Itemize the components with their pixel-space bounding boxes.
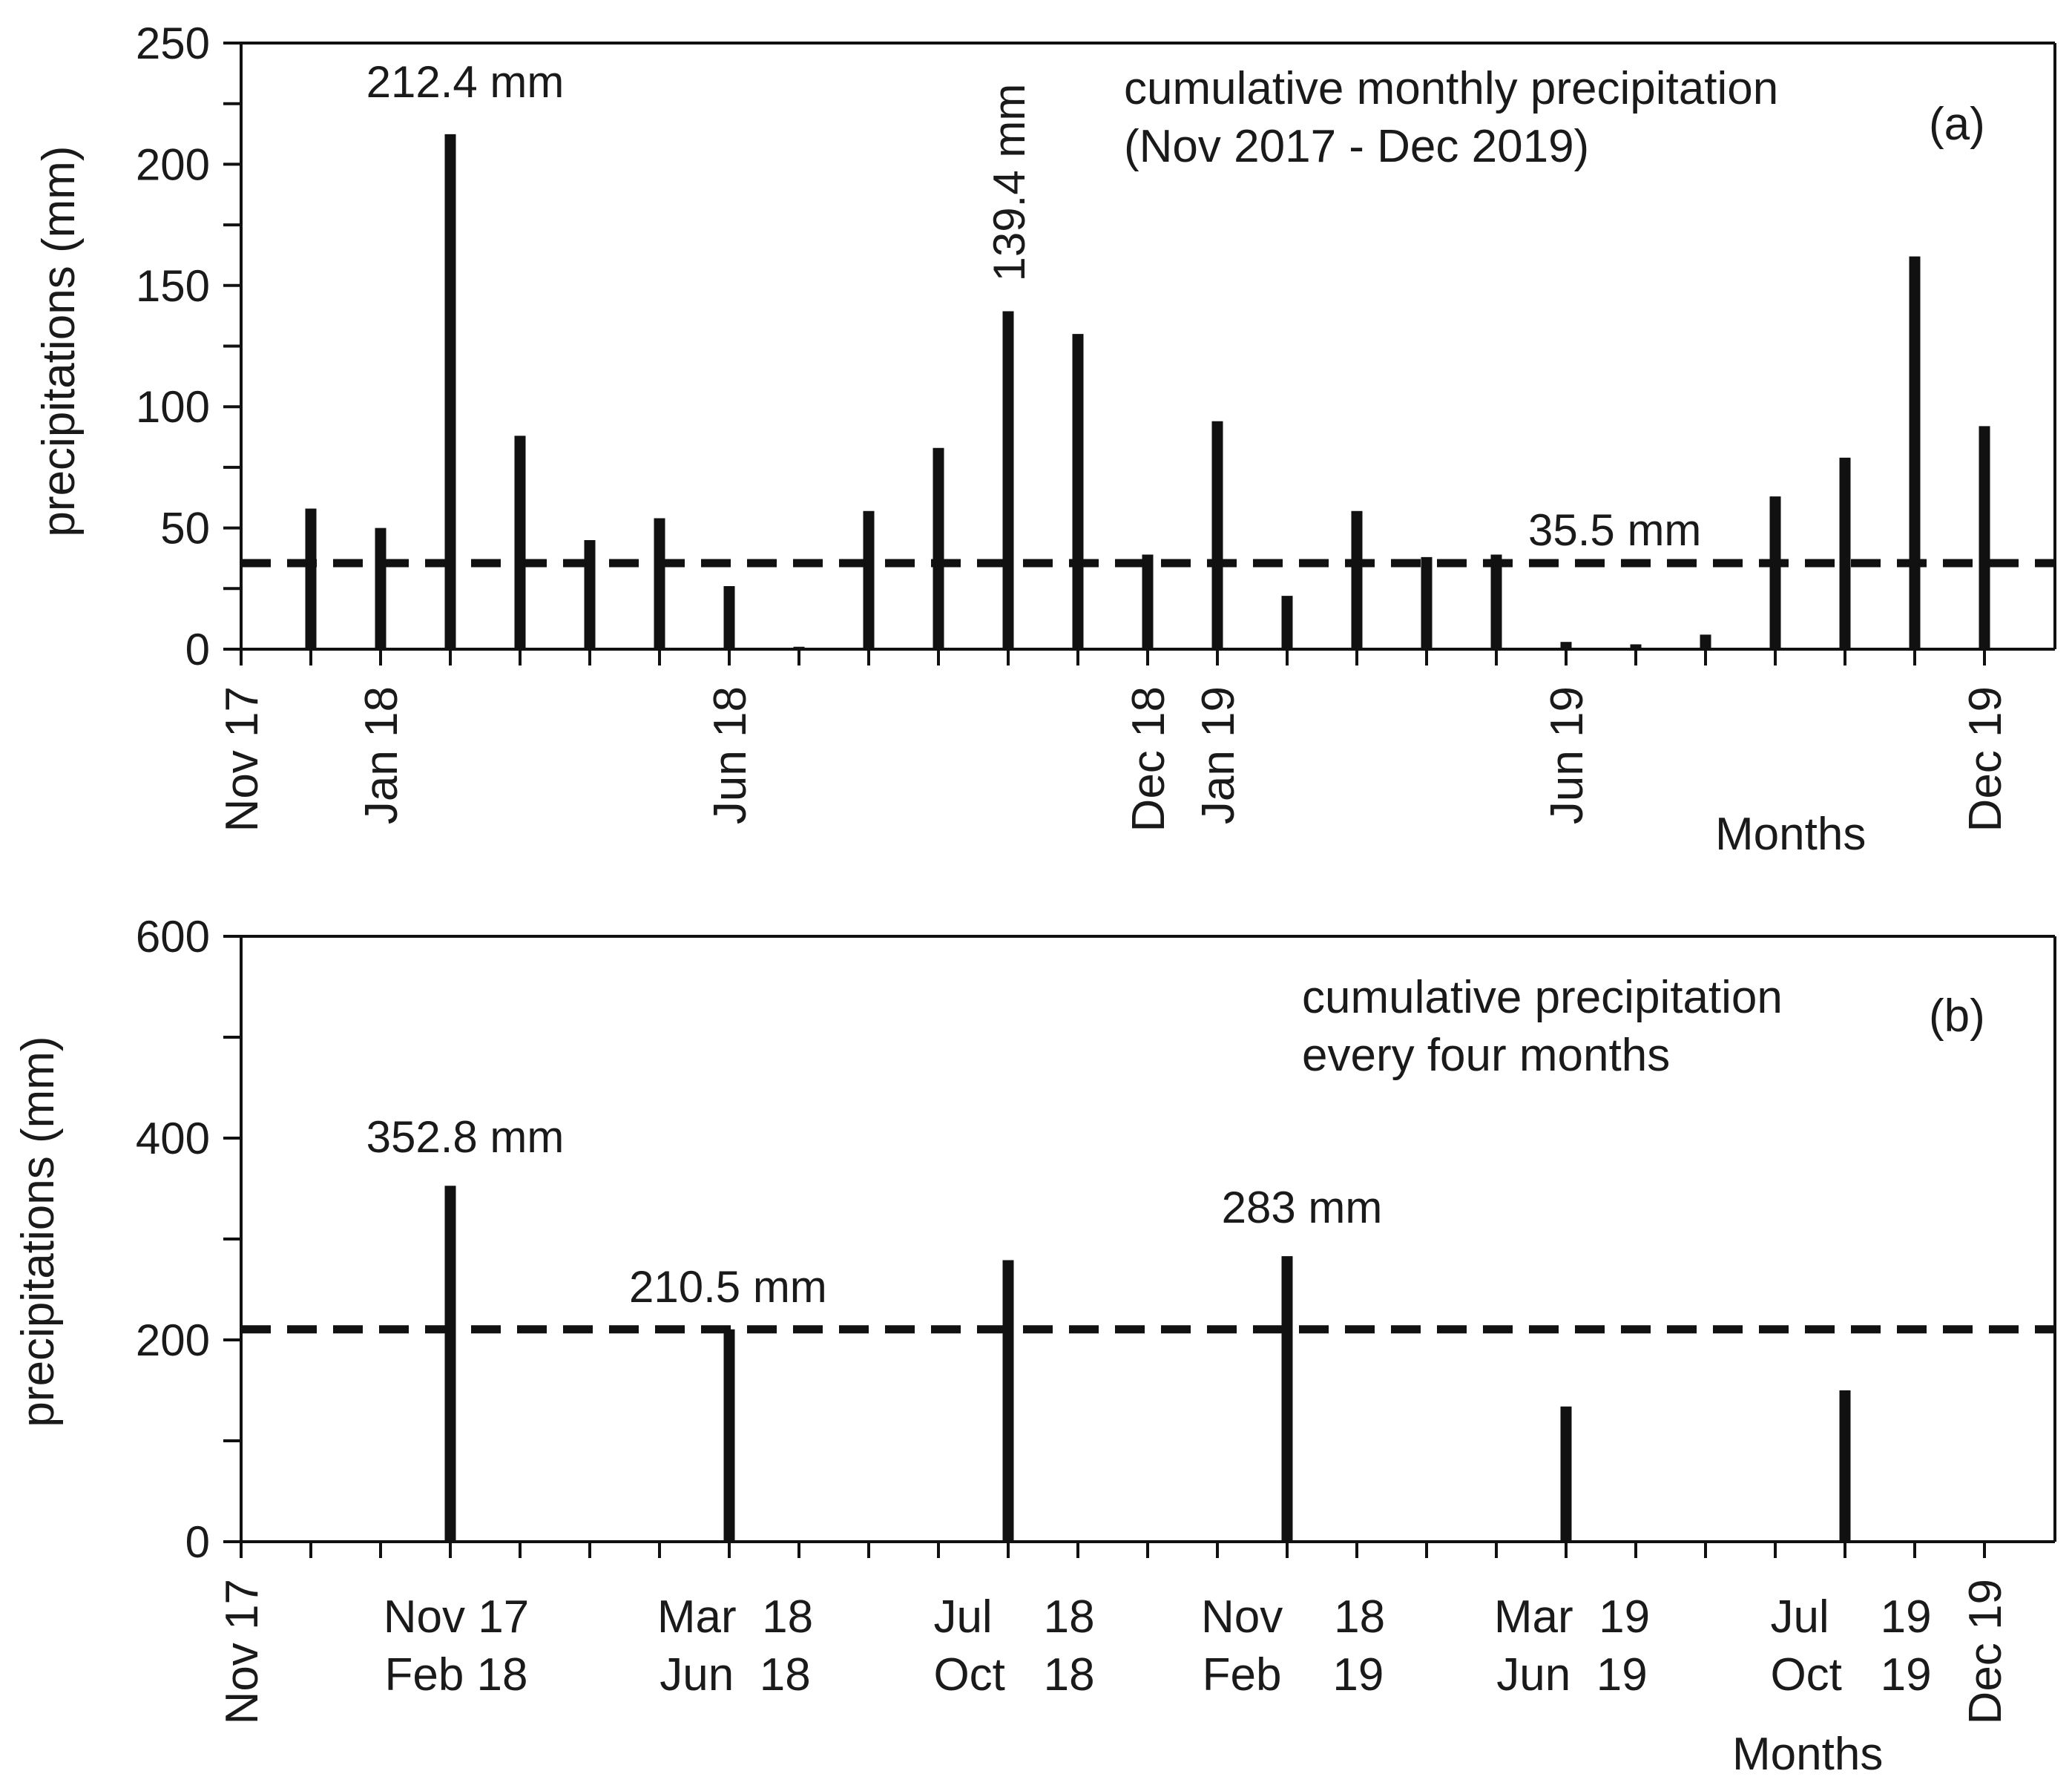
- y-tick-label: 200: [136, 139, 210, 189]
- panel-b-x-axis-label: Months: [1732, 1729, 1883, 1780]
- panel-a-mean-label: 35.5 mm: [1528, 505, 1701, 555]
- panel-a-label: (a): [1929, 99, 1985, 150]
- group-label-line2: Oct 18: [933, 1649, 1094, 1700]
- bar-value-annotation: 352.8 mm: [366, 1112, 565, 1162]
- group-label-line1: Mar 18: [657, 1591, 813, 1643]
- bar-value-annotation: 212.4 mm: [366, 57, 565, 107]
- group-label-line1: Nov 18: [1201, 1591, 1385, 1643]
- x-tick-label: Nov 17: [217, 686, 268, 832]
- x-tick-label: Jun 18: [705, 686, 756, 824]
- group-label-line1: Nov 17: [384, 1591, 529, 1643]
- panel-b-subtitle: every four months: [1302, 1030, 1670, 1081]
- panel-a-subtitle: (Nov 2017 - Dec 2019): [1124, 121, 1589, 172]
- panel-a-title: cumulative monthly precipitation: [1124, 63, 1778, 114]
- group-label-line2: Feb 18: [384, 1649, 527, 1700]
- y-tick-label: 50: [160, 504, 210, 553]
- group-label-line2: Jun 18: [660, 1649, 810, 1700]
- x-tick-label: Jan 18: [356, 686, 407, 824]
- group-label-line2: Jun 19: [1496, 1649, 1647, 1700]
- panel-b-title: cumulative precipitation: [1302, 972, 1783, 1023]
- group-label-line2: Feb 19: [1203, 1649, 1384, 1700]
- y-tick-label: 250: [136, 19, 210, 68]
- x-tick-label: Dec 19: [1960, 686, 2011, 832]
- group-label-line1: Mar 19: [1494, 1591, 1650, 1643]
- panel-b-four-month-chart: cumulative precipitation every four mont…: [13, 912, 2056, 1780]
- x-tick-label: Dec 18: [1123, 686, 1174, 832]
- x-tick-label: Jun 19: [1542, 686, 1593, 824]
- y-tick-label: 100: [136, 382, 210, 432]
- y-tick-label: 200: [136, 1315, 210, 1365]
- group-label-line1: Jul 19: [1770, 1591, 1931, 1643]
- panel-b-y-axis-label: precipitations (mm): [13, 1036, 64, 1427]
- y-tick-label: 150: [136, 261, 210, 311]
- y-tick-label: 0: [185, 625, 210, 674]
- group-label-line2: Oct 19: [1770, 1649, 1931, 1700]
- y-tick-label: 400: [136, 1114, 210, 1163]
- panel-a-monthly-chart: cumulative monthly precipitation (Nov 20…: [33, 19, 2056, 860]
- y-tick-label: 600: [136, 912, 210, 962]
- panel-a-y-axis-label: precipitations (mm): [33, 145, 85, 536]
- y-tick-label: 0: [185, 1517, 210, 1567]
- group-label-line1: Jul 18: [933, 1591, 1094, 1643]
- bar-value-annotation: 139.4 mm: [984, 84, 1034, 282]
- x-tick-label: Jan 19: [1193, 686, 1244, 824]
- x-tick-label: Dec 19: [1960, 1579, 2011, 1724]
- panel-a-x-axis-label: Months: [1715, 809, 1866, 860]
- panel-b-mean-label: 210.5 mm: [629, 1262, 827, 1312]
- bar-value-annotation: 283 mm: [1222, 1183, 1383, 1232]
- panel-b-label: (b): [1929, 990, 1985, 1042]
- x-tick-label: Nov 17: [217, 1579, 268, 1724]
